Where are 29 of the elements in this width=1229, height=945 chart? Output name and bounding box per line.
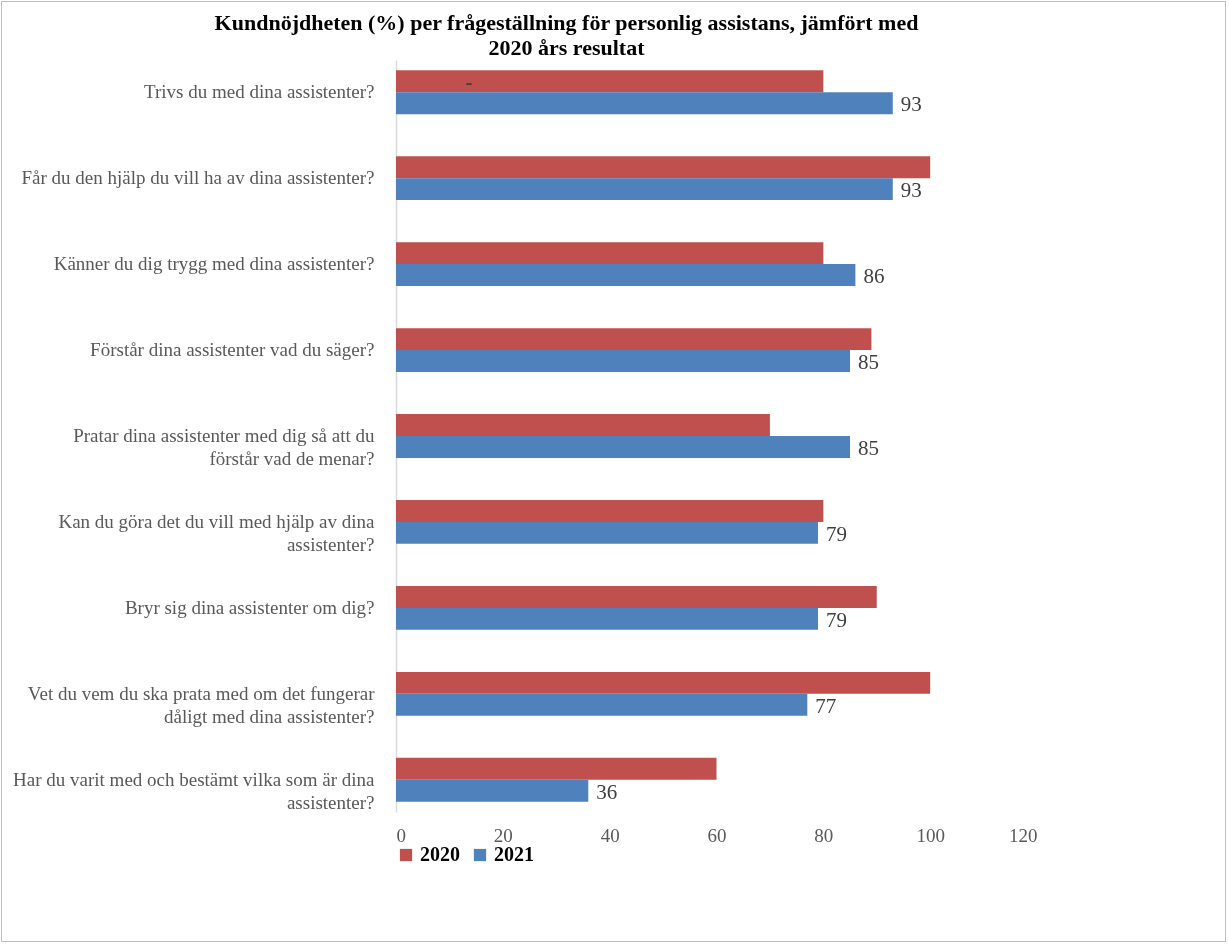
y-tick-label: Har du varit med och bestämt vilka som är dina assistenter? <box>13 768 376 813</box>
y-tick-label: Pratar dina assistenter med dig så att du förstår vad de menar? <box>73 425 375 469</box>
data-label: 86 <box>863 264 885 289</box>
y-tick-label: Kan du göra det du vill med hjälp av dina assistenter? <box>58 510 376 555</box>
legend-label: 2020 <box>420 843 460 865</box>
data-label: 85 <box>858 350 880 375</box>
y-tick-label: Får du den hjälp du vill ha av dina assistenter? <box>21 167 375 189</box>
x-tick-label: 0 <box>396 824 406 846</box>
x-tick-label: 80 <box>814 824 834 846</box>
y-tick-label: Känner du dig trygg med dina assistenter? <box>53 253 375 275</box>
data-label: 85 <box>858 435 880 460</box>
y-tick-label: Vet du vem du ska prata med om det fungerar dåligt med dina assistenter? <box>27 682 376 727</box>
y-tick-label: Förstår dina assistenter vad du säger? <box>90 339 375 361</box>
x-tick-label: 60 <box>707 824 727 846</box>
x-tick-label: 100 <box>916 824 945 846</box>
x-tick-label: 120 <box>1009 824 1038 846</box>
data-label: 79 <box>825 521 847 546</box>
x-tick-label: 20 <box>493 824 513 846</box>
data-label: 93 <box>900 178 922 203</box>
y-tick-label: Bryr sig dina assistenter om dig? <box>124 596 375 618</box>
chart-title: Kundnöjdheten (%) per frågeställning för personlig assistans, jämfört med 2020 års resultat <box>214 10 919 60</box>
data-label: 93 <box>900 92 922 117</box>
y-tick-label: Trivs du med dina assistenter? <box>144 81 375 103</box>
legend-label: 2021 <box>494 843 534 865</box>
data-label: 36 <box>596 779 618 804</box>
data-label: 77 <box>815 693 837 718</box>
data-label: - <box>465 70 473 95</box>
x-tick-label: 40 <box>600 824 620 846</box>
data-label: 79 <box>825 607 847 632</box>
